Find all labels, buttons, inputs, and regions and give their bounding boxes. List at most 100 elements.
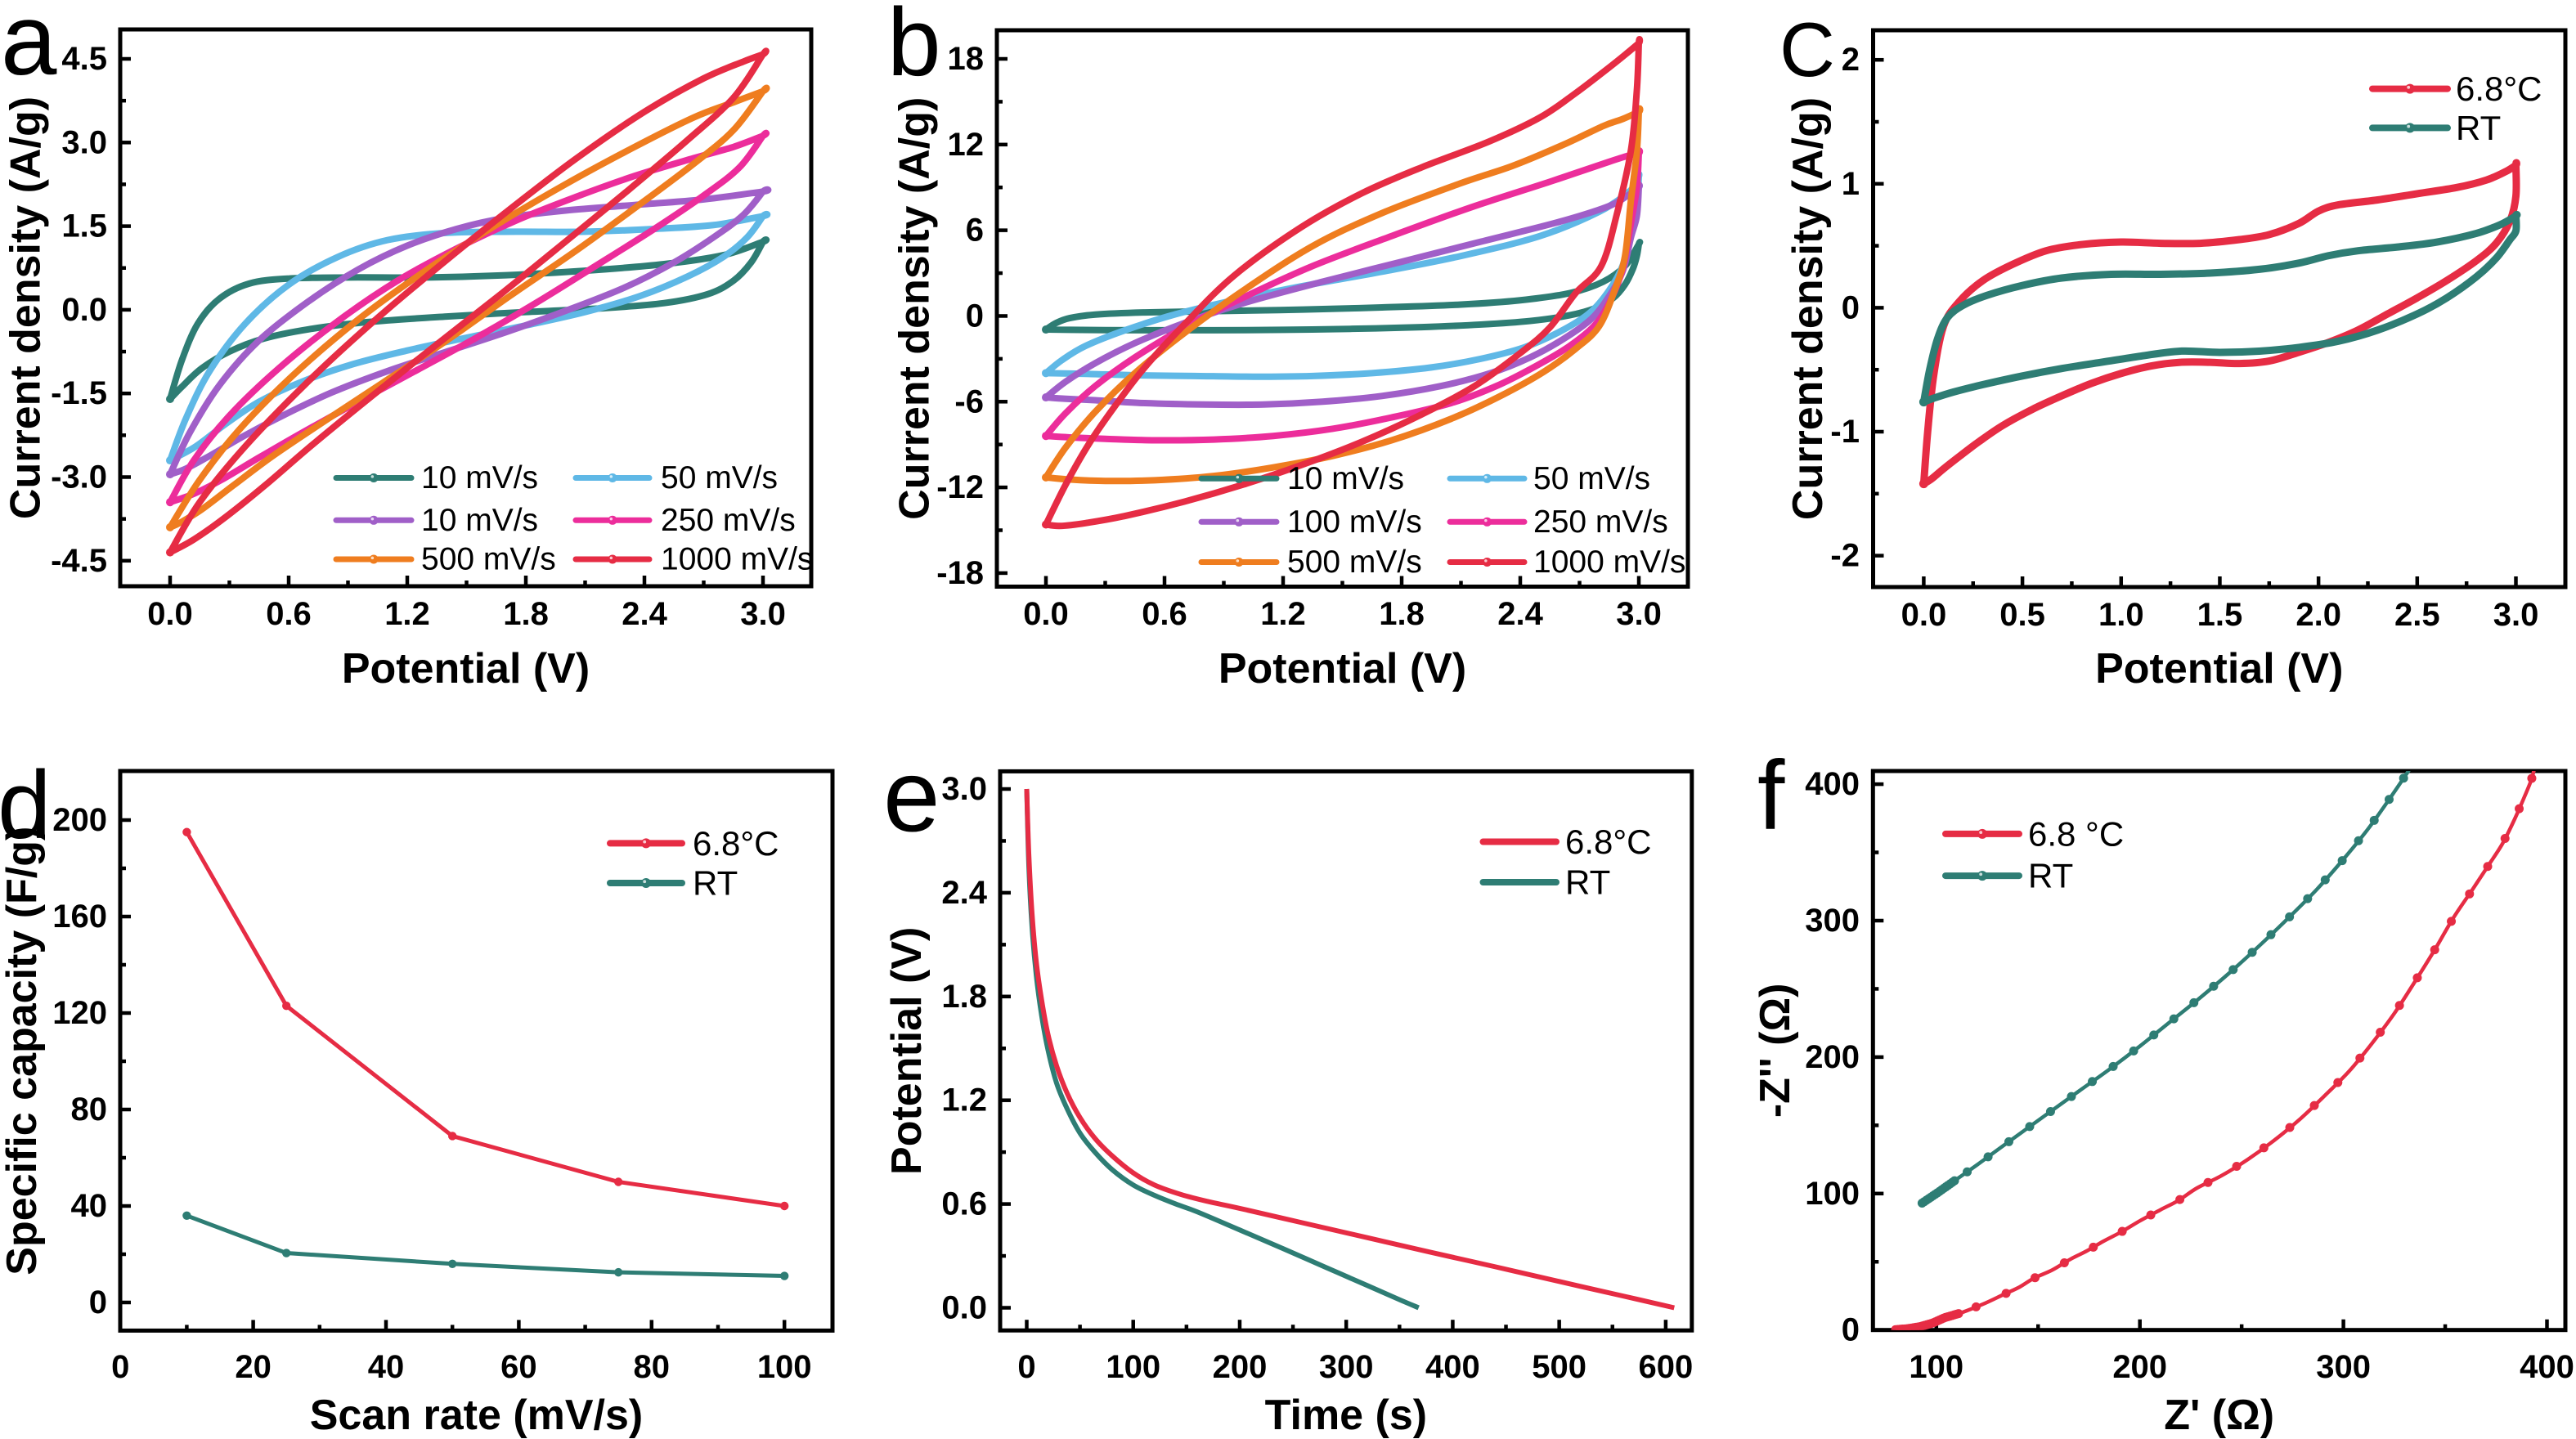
svg-text:Z' (Ω): Z' (Ω) [2164, 1392, 2274, 1439]
svg-text:300: 300 [2316, 1349, 2371, 1385]
svg-text:-3.0: -3.0 [51, 459, 107, 495]
svg-text:10 mV/s: 10 mV/s [421, 460, 538, 495]
svg-text:50 mV/s: 50 mV/s [1533, 461, 1650, 496]
svg-text:Current density (A/g): Current density (A/g) [1784, 97, 1832, 520]
svg-text:-18: -18 [936, 555, 984, 591]
svg-text:6.8°C: 6.8°C [2456, 69, 2542, 108]
svg-text:250 mV/s: 250 mV/s [661, 503, 796, 538]
svg-text:400: 400 [2520, 1349, 2574, 1385]
svg-text:250 mV/s: 250 mV/s [1533, 504, 1668, 540]
svg-text:2.5: 2.5 [2394, 597, 2440, 633]
svg-text:6.8°C: 6.8°C [693, 824, 779, 863]
svg-text:0.6: 0.6 [941, 1186, 987, 1222]
svg-text:a: a [1, 0, 57, 96]
svg-text:Specific capacity (F/g): Specific capacity (F/g) [0, 827, 46, 1275]
svg-text:80: 80 [634, 1349, 671, 1385]
svg-text:10 mV/s: 10 mV/s [421, 503, 538, 538]
svg-text:0.6: 0.6 [266, 596, 312, 632]
svg-text:-12: -12 [936, 469, 984, 505]
svg-text:1.2: 1.2 [1260, 596, 1306, 632]
svg-text:RT: RT [1565, 863, 1610, 902]
svg-text:1: 1 [1842, 166, 1860, 202]
svg-text:4.5: 4.5 [61, 41, 107, 77]
svg-text:0.6: 0.6 [1142, 596, 1187, 632]
svg-text:40: 40 [71, 1188, 108, 1224]
svg-text:20: 20 [235, 1349, 272, 1385]
svg-text:100: 100 [1106, 1349, 1160, 1385]
svg-text:-2: -2 [1830, 538, 1860, 574]
svg-text:40: 40 [368, 1349, 405, 1385]
svg-text:6.8°C: 6.8°C [1565, 823, 1652, 861]
svg-text:e: e [883, 740, 940, 854]
svg-text:f: f [1757, 741, 1785, 850]
svg-text:b: b [887, 0, 941, 96]
svg-text:2.4: 2.4 [622, 596, 667, 632]
svg-text:500: 500 [1532, 1349, 1586, 1385]
svg-text:0: 0 [966, 298, 984, 334]
svg-text:1.8: 1.8 [1379, 596, 1425, 632]
svg-text:500 mV/s: 500 mV/s [1287, 545, 1422, 580]
svg-text:-4.5: -4.5 [51, 543, 107, 579]
svg-text:500 mV/s: 500 mV/s [421, 542, 556, 577]
svg-text:1.8: 1.8 [941, 979, 987, 1015]
svg-text:0.5: 0.5 [1999, 597, 2045, 633]
svg-text:Time (s): Time (s) [1265, 1392, 1427, 1439]
svg-text:0.0: 0.0 [941, 1290, 987, 1326]
svg-text:60: 60 [500, 1349, 537, 1385]
svg-text:600: 600 [1639, 1349, 1694, 1385]
svg-text:1.5: 1.5 [2197, 597, 2243, 633]
svg-text:1.0: 1.0 [2098, 597, 2144, 633]
svg-text:0.0: 0.0 [1901, 597, 1947, 633]
svg-text:2.4: 2.4 [1497, 596, 1543, 632]
svg-text:100: 100 [757, 1349, 812, 1385]
svg-text:300: 300 [1805, 903, 1860, 939]
svg-text:0: 0 [1017, 1349, 1035, 1385]
svg-text:6.8 °C: 6.8 °C [2028, 814, 2124, 853]
svg-text:1.2: 1.2 [941, 1083, 987, 1118]
svg-text:2.0: 2.0 [2296, 597, 2341, 633]
svg-text:RT: RT [2028, 857, 2073, 895]
svg-text:160: 160 [52, 899, 107, 935]
svg-text:200: 200 [1805, 1039, 1860, 1075]
svg-text:3.0: 3.0 [61, 124, 107, 160]
svg-text:RT: RT [693, 864, 738, 903]
svg-text:10 mV/s: 10 mV/s [1287, 461, 1404, 496]
svg-text:6: 6 [966, 213, 984, 249]
svg-text:C: C [1779, 7, 1835, 92]
svg-text:200: 200 [2112, 1349, 2167, 1385]
svg-text:3.0: 3.0 [1616, 596, 1662, 632]
svg-text:0: 0 [89, 1284, 107, 1320]
svg-text:0: 0 [111, 1349, 129, 1385]
svg-text:-Z'' (Ω): -Z'' (Ω) [1752, 984, 1799, 1118]
svg-text:0: 0 [1842, 289, 1860, 325]
svg-text:100: 100 [1909, 1349, 1963, 1385]
svg-text:200: 200 [1213, 1349, 1268, 1385]
svg-text:Scan rate (mV/s): Scan rate (mV/s) [310, 1392, 644, 1439]
svg-text:3.0: 3.0 [740, 596, 786, 632]
svg-text:12: 12 [948, 127, 985, 163]
svg-text:0.0: 0.0 [1023, 596, 1069, 632]
svg-text:0.0: 0.0 [147, 596, 193, 632]
svg-text:2.4: 2.4 [941, 875, 987, 911]
svg-text:100 mV/s: 100 mV/s [1287, 504, 1422, 540]
svg-text:1.2: 1.2 [384, 596, 430, 632]
svg-text:Potential (V): Potential (V) [342, 645, 590, 693]
svg-text:1000 mV/s: 1000 mV/s [661, 542, 813, 577]
svg-text:100: 100 [1805, 1176, 1860, 1212]
svg-text:3.0: 3.0 [2493, 597, 2539, 633]
svg-text:200: 200 [52, 802, 107, 838]
svg-text:-1: -1 [1830, 414, 1860, 450]
svg-text:18: 18 [948, 41, 985, 77]
svg-text:RT: RT [2456, 109, 2501, 147]
svg-text:400: 400 [1425, 1349, 1480, 1385]
svg-text:-6: -6 [954, 383, 984, 419]
svg-text:1.8: 1.8 [503, 596, 549, 632]
svg-text:0.0: 0.0 [61, 292, 107, 328]
svg-text:0: 0 [1842, 1312, 1860, 1348]
svg-text:50 mV/s: 50 mV/s [661, 460, 778, 495]
svg-text:Potential (V): Potential (V) [1218, 645, 1466, 693]
svg-text:Potential (V): Potential (V) [883, 927, 931, 1175]
svg-text:400: 400 [1805, 766, 1860, 802]
svg-text:1000 mV/s: 1000 mV/s [1533, 545, 1685, 580]
svg-text:3.0: 3.0 [941, 771, 987, 807]
